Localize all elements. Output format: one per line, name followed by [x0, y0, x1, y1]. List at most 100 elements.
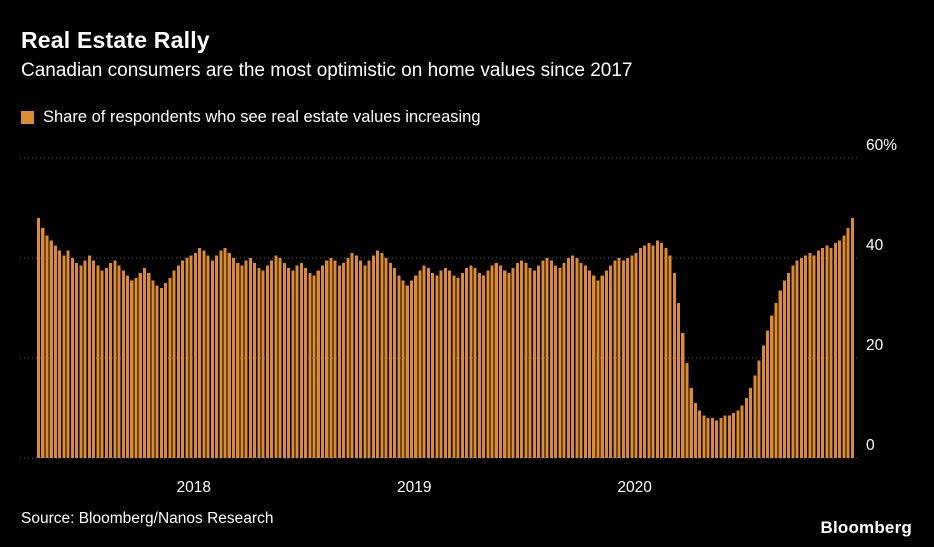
bar	[799, 258, 803, 458]
y-axis-tick-label: 0	[866, 437, 875, 454]
bar	[418, 270, 422, 458]
bar	[833, 243, 837, 458]
bar	[202, 250, 206, 458]
x-axis-tick-label: 2020	[617, 479, 652, 496]
bar	[812, 255, 816, 458]
bar	[181, 260, 185, 458]
bar	[710, 418, 714, 458]
bar	[257, 268, 261, 458]
bar	[393, 268, 397, 458]
bar	[363, 265, 367, 458]
bar	[482, 275, 486, 458]
bar	[774, 303, 778, 458]
bar	[130, 280, 134, 458]
bar	[126, 275, 130, 458]
bar	[600, 275, 604, 458]
legend: Share of respondents who see real estate…	[21, 108, 481, 127]
bar	[490, 265, 494, 458]
bar	[346, 258, 350, 458]
bar	[626, 258, 630, 458]
bar	[477, 273, 481, 458]
bar	[291, 270, 295, 458]
bar	[604, 270, 608, 458]
bar	[804, 255, 808, 458]
bar	[765, 330, 770, 458]
bar	[643, 245, 647, 458]
bar	[719, 418, 723, 458]
bar	[401, 280, 405, 458]
bar	[460, 273, 464, 458]
bar	[159, 288, 163, 458]
bar	[456, 278, 460, 458]
bar	[75, 263, 79, 458]
bar	[198, 248, 202, 458]
bar	[87, 255, 91, 458]
bar	[168, 278, 172, 458]
bar	[846, 228, 850, 458]
x-axis-tick-label: 2018	[177, 479, 211, 496]
bar	[443, 268, 447, 458]
bar	[278, 258, 282, 458]
bar	[172, 270, 176, 458]
bar	[634, 253, 638, 458]
bar	[821, 248, 825, 458]
bar	[736, 410, 740, 458]
bar	[79, 265, 83, 458]
bar	[147, 273, 151, 458]
bar	[113, 260, 117, 458]
bar	[672, 273, 676, 458]
bar	[825, 245, 829, 458]
bar	[583, 265, 587, 458]
bar	[469, 265, 473, 458]
bar	[329, 258, 333, 458]
bar	[660, 243, 664, 458]
bar	[380, 253, 384, 458]
bar	[58, 250, 62, 458]
bar	[414, 275, 418, 458]
bar	[409, 280, 414, 458]
bar	[842, 235, 846, 458]
bar	[749, 388, 753, 458]
bar	[261, 270, 265, 458]
bar	[104, 268, 108, 458]
bar	[83, 260, 87, 458]
bar	[96, 265, 100, 458]
bar	[49, 240, 53, 458]
bar	[253, 263, 257, 458]
bar	[117, 265, 121, 458]
bar	[498, 265, 503, 458]
bar	[287, 268, 291, 458]
bar	[320, 265, 325, 458]
bar	[151, 280, 155, 458]
bar	[431, 273, 435, 458]
bar	[494, 263, 498, 458]
bar	[562, 263, 566, 458]
bar	[215, 255, 219, 458]
bar	[270, 260, 274, 458]
bar	[342, 263, 346, 458]
bar	[337, 265, 341, 458]
bar	[473, 268, 477, 458]
bar	[609, 265, 613, 458]
bar	[587, 270, 592, 458]
bar	[231, 258, 236, 458]
bar	[693, 403, 697, 458]
bar	[685, 363, 689, 458]
bar	[698, 410, 702, 458]
chart-subtitle: Canadian consumers are the most optimist…	[21, 60, 633, 81]
bar	[617, 258, 621, 458]
bar	[435, 275, 439, 458]
bar	[354, 255, 358, 458]
bar	[630, 255, 634, 458]
bar	[371, 255, 375, 458]
bar	[155, 285, 159, 458]
bar	[554, 265, 558, 458]
bar	[808, 253, 812, 458]
bar	[507, 273, 511, 458]
bar	[206, 255, 210, 458]
legend-label: Share of respondents who see real estate…	[43, 108, 481, 126]
bar	[210, 260, 214, 458]
bar	[274, 255, 278, 458]
